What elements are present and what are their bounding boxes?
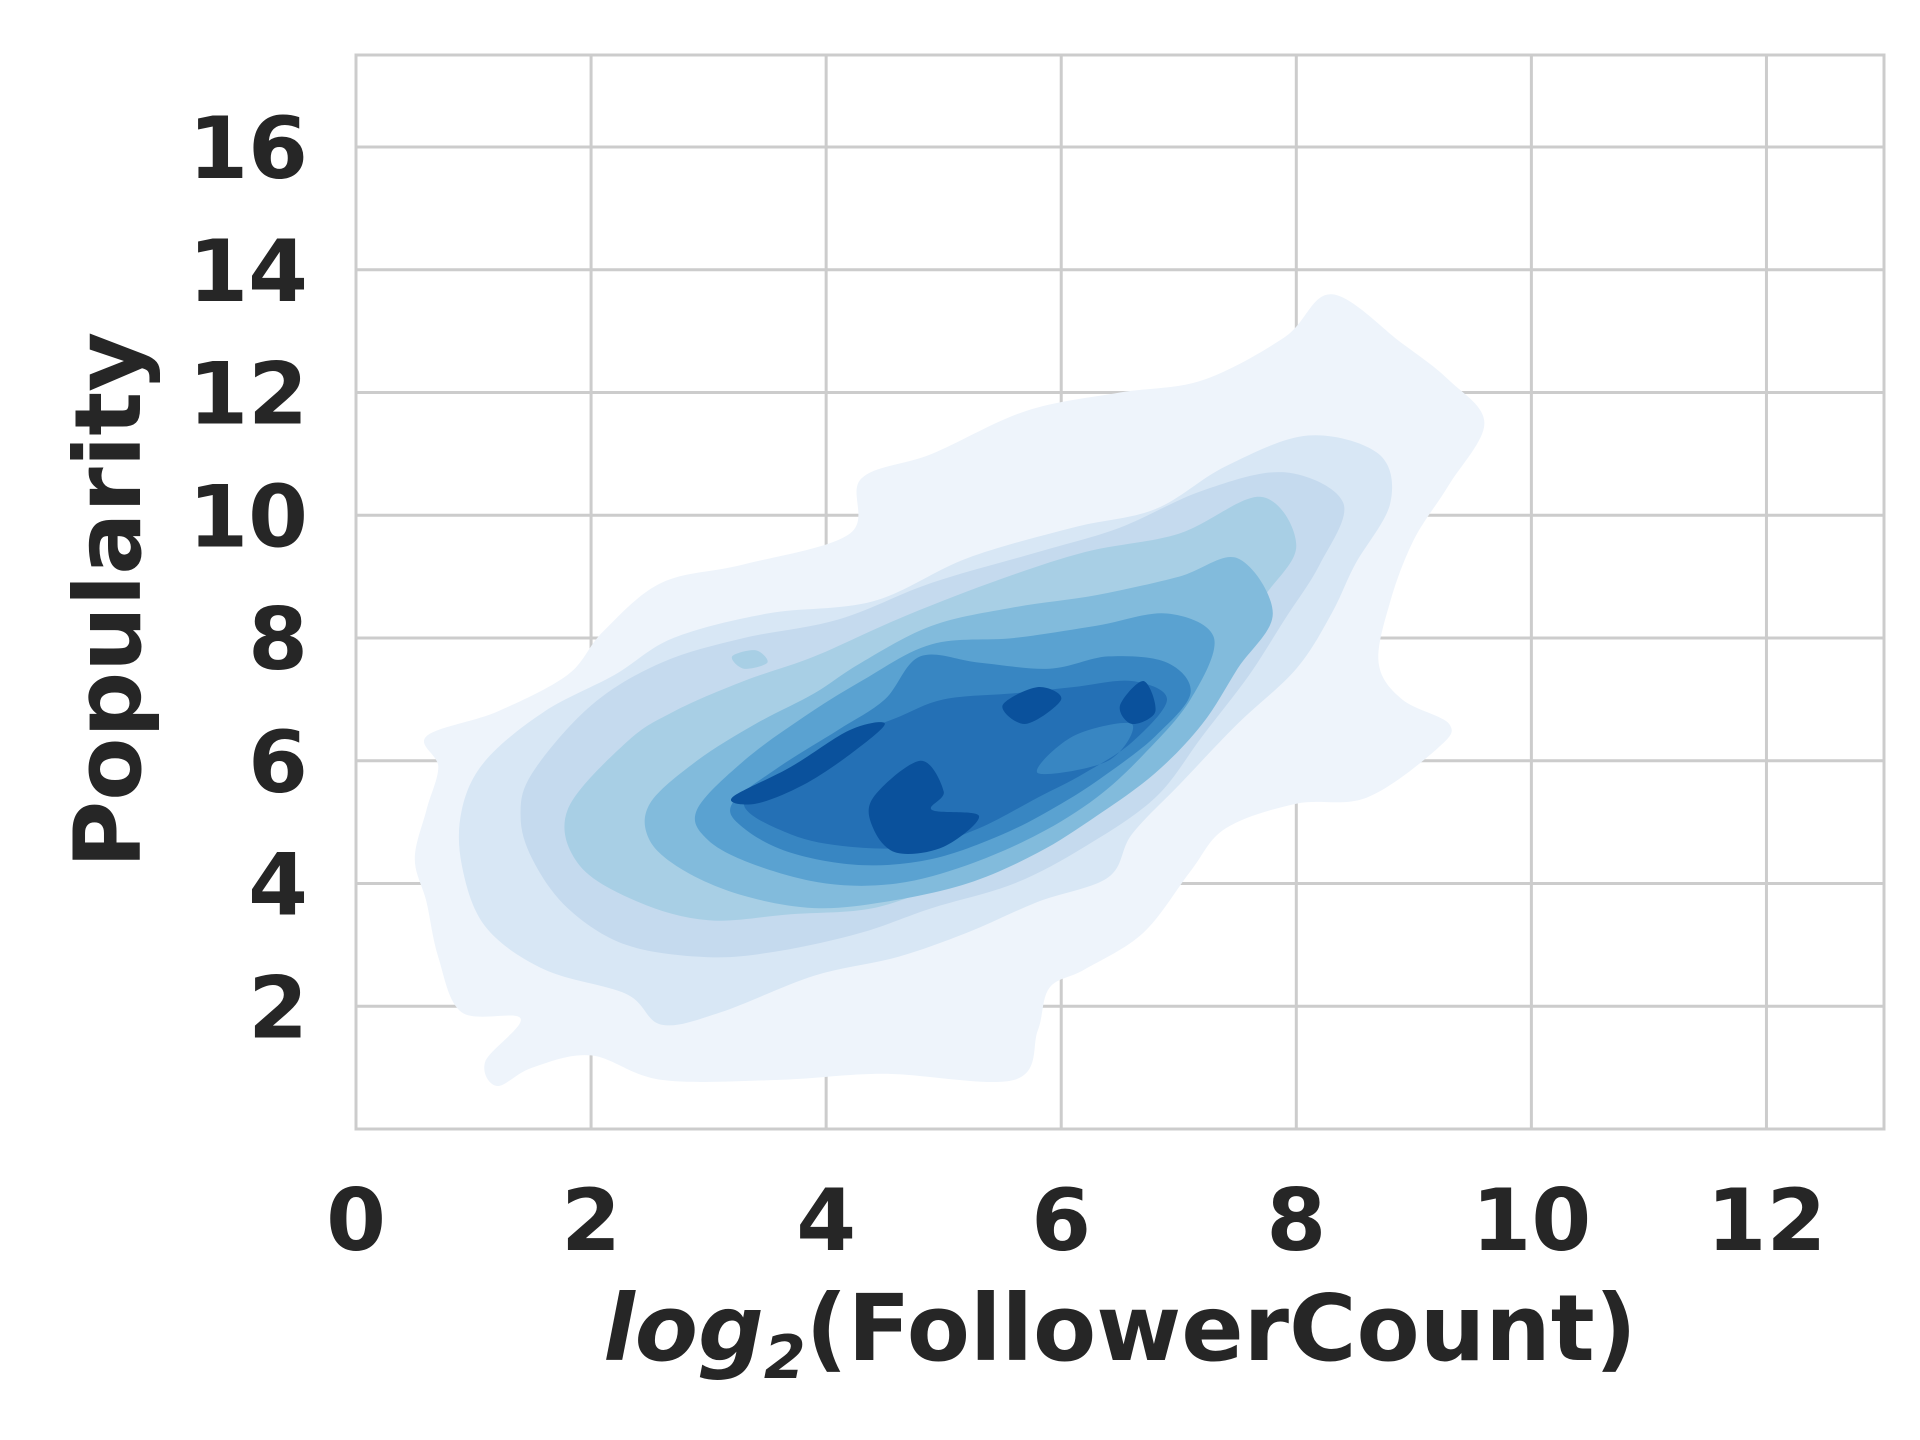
x-tick-label: 12 (1707, 1171, 1827, 1271)
x-tick-label: 0 (326, 1171, 386, 1271)
plot-frame (354, 53, 1886, 1131)
y-tick-label: 6 (248, 713, 308, 813)
x-tick-label: 6 (1031, 1171, 1091, 1271)
y-tick-label: 12 (188, 345, 308, 445)
y-tick-label: 8 (248, 590, 308, 690)
x-tick-labels: 0 2 4 6 8 10 12 (326, 1171, 1826, 1271)
y-tick-labels: 2 4 6 8 10 12 14 16 (188, 99, 308, 1058)
x-tick-label: 10 (1472, 1171, 1592, 1271)
y-axis-label: Popularity (55, 332, 162, 868)
x-tick-label: 4 (796, 1171, 856, 1271)
y-tick-label: 10 (188, 467, 308, 567)
x-axis-label: log2(FollowerCount) (603, 1275, 1637, 1393)
y-tick-label: 14 (188, 222, 308, 322)
density-contours (414, 294, 1485, 1087)
x-tick-label: 2 (561, 1171, 621, 1271)
contour-level-9 (730, 680, 1156, 855)
contour-level-8 (743, 680, 1167, 849)
y-tick-label: 4 (248, 836, 308, 936)
y-tick-label: 2 (248, 958, 308, 1058)
y-tick-label: 16 (188, 99, 308, 199)
x-tick-label: 8 (1266, 1171, 1326, 1271)
